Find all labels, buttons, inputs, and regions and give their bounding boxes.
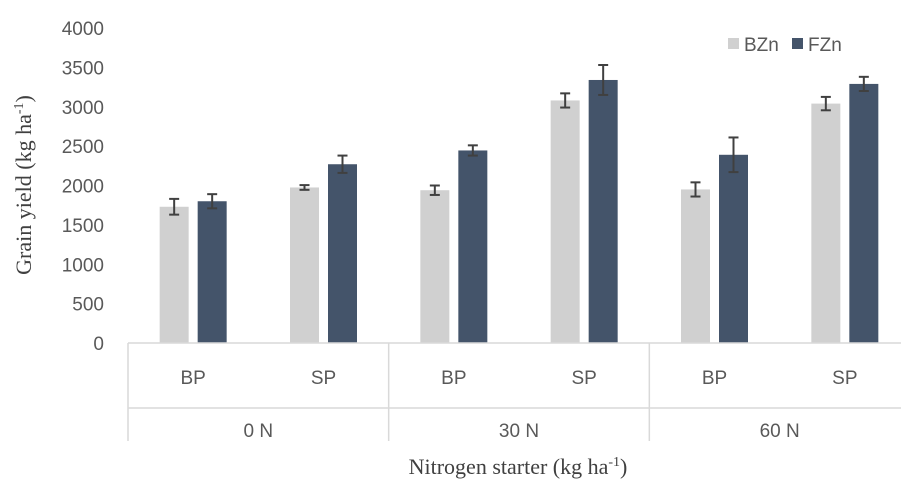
x-category-label: SP <box>571 368 596 389</box>
x-category-label: SP <box>311 368 336 389</box>
y-tick-label: 1500 <box>62 216 104 237</box>
x-category-label: BP <box>180 368 205 389</box>
bar-fzn-sp-1 <box>328 164 357 343</box>
bar-bzn-sp-3 <box>811 103 841 343</box>
x-group-label: 60 N <box>760 421 800 442</box>
y-tick-label: 3500 <box>62 58 104 79</box>
bar-bzn-bp-3 <box>681 189 710 343</box>
error-bar <box>299 184 310 191</box>
error-bar <box>858 75 869 92</box>
error-bar <box>169 197 180 216</box>
legend: BZn FZn <box>728 35 842 56</box>
error-bar <box>337 154 348 174</box>
y-tick-label: 0 <box>93 334 104 355</box>
error-bar <box>820 95 831 112</box>
legend-item-fzn: FZn <box>792 35 842 56</box>
bar-bzn-sp-1 <box>290 187 319 343</box>
y-axis-ticks: 0 500 1000 1500 2000 2500 3000 3500 4000 <box>62 19 104 355</box>
bar-bzn-sp-2 <box>550 100 580 343</box>
y-tick-label: 500 <box>72 295 104 316</box>
x-category-label: BP <box>702 368 727 389</box>
legend-item-bzn: BZn <box>728 35 779 56</box>
x-axis-title: Nitrogen starter (kg ha-1) <box>409 454 628 479</box>
error-bar <box>598 64 609 96</box>
y-tick-label: 2500 <box>62 137 104 158</box>
bar-fzn-bp-3 <box>719 154 748 343</box>
error-bar <box>467 144 478 157</box>
error-bar <box>207 193 218 210</box>
legend-swatch <box>792 38 803 49</box>
x-axis: BP SP BP SP BP SP 0 N 30 N 60 N <box>127 342 901 442</box>
error-bar <box>429 184 440 196</box>
bar-fzn-sp-3 <box>849 83 879 343</box>
legend-label: FZn <box>808 35 842 56</box>
bar-bzn-bp-2 <box>420 190 450 343</box>
bar-bzn-bp-1 <box>159 206 189 343</box>
y-tick-label: 2000 <box>62 177 104 198</box>
bar-fzn-sp-2 <box>588 79 618 343</box>
legend-label: BZn <box>744 35 779 56</box>
y-tick-label: 3000 <box>62 98 104 119</box>
y-tick-label: 1000 <box>62 255 104 276</box>
y-axis-title: Grain yield (kg ha-1) <box>11 95 36 275</box>
plot-area <box>159 64 879 343</box>
error-bar <box>728 136 739 174</box>
error-bar <box>690 181 701 198</box>
legend-swatch <box>728 38 739 49</box>
x-group-label: 0 N <box>244 421 274 442</box>
error-bar <box>560 92 571 109</box>
bar-fzn-bp-2 <box>458 150 488 343</box>
x-category-label: BP <box>441 368 466 389</box>
bar-fzn-bp-1 <box>197 201 227 343</box>
x-group-label: 30 N <box>499 421 539 442</box>
x-category-label: SP <box>832 368 857 389</box>
y-tick-label: 4000 <box>62 19 104 40</box>
